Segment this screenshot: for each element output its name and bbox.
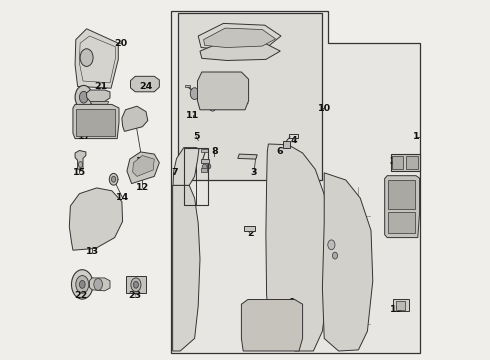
Ellipse shape (76, 276, 89, 293)
Polygon shape (198, 23, 281, 50)
Text: 21: 21 (95, 82, 108, 91)
Bar (388, 180, 416, 209)
Text: 4: 4 (290, 136, 297, 145)
Polygon shape (178, 13, 322, 180)
Ellipse shape (72, 270, 93, 299)
Polygon shape (75, 150, 86, 169)
Ellipse shape (75, 85, 92, 109)
Ellipse shape (209, 101, 216, 111)
Text: 13: 13 (85, 248, 98, 256)
Text: 23: 23 (129, 291, 142, 300)
Polygon shape (242, 300, 303, 351)
Bar (201, 168, 207, 172)
Polygon shape (87, 90, 110, 102)
Polygon shape (204, 28, 275, 48)
Polygon shape (173, 148, 199, 185)
Polygon shape (130, 76, 159, 92)
Ellipse shape (133, 281, 139, 288)
Text: 8: 8 (211, 147, 218, 156)
Ellipse shape (94, 279, 102, 290)
Polygon shape (90, 102, 109, 106)
Ellipse shape (79, 280, 85, 288)
Bar (391, 154, 419, 171)
Bar (201, 159, 209, 163)
Bar (392, 156, 403, 169)
Polygon shape (172, 185, 200, 351)
Text: 25: 25 (390, 157, 403, 166)
Polygon shape (238, 154, 257, 159)
Polygon shape (73, 104, 119, 139)
Ellipse shape (333, 252, 338, 259)
Bar (185, 85, 190, 87)
Ellipse shape (190, 88, 199, 99)
Text: 1: 1 (413, 132, 419, 141)
Ellipse shape (111, 176, 116, 182)
Ellipse shape (328, 240, 335, 250)
Polygon shape (133, 156, 154, 176)
Polygon shape (90, 278, 110, 291)
Text: 24: 24 (139, 82, 152, 91)
Bar (406, 156, 418, 169)
Bar (388, 212, 416, 233)
Polygon shape (385, 176, 419, 238)
Bar (283, 141, 290, 148)
Text: 10: 10 (318, 104, 331, 112)
Polygon shape (69, 188, 122, 250)
Bar (289, 134, 298, 138)
Text: 18: 18 (393, 219, 407, 228)
Text: 6: 6 (276, 147, 283, 156)
Bar (392, 299, 409, 311)
Text: 14: 14 (116, 194, 129, 202)
Polygon shape (122, 106, 148, 131)
Bar (76, 109, 116, 136)
Bar (245, 226, 255, 231)
Bar (201, 149, 208, 152)
Text: 3: 3 (251, 168, 257, 177)
Text: 7: 7 (172, 168, 178, 177)
Text: 20: 20 (114, 39, 127, 48)
Text: 22: 22 (74, 291, 88, 300)
Polygon shape (75, 29, 118, 88)
Polygon shape (171, 11, 419, 353)
Ellipse shape (109, 174, 118, 185)
Text: 2: 2 (247, 230, 254, 239)
Ellipse shape (202, 164, 207, 171)
Ellipse shape (78, 162, 83, 167)
Polygon shape (197, 72, 248, 110)
Polygon shape (266, 144, 328, 351)
Ellipse shape (131, 278, 141, 292)
Polygon shape (200, 41, 280, 60)
Ellipse shape (199, 97, 205, 105)
Polygon shape (127, 152, 159, 184)
Text: 17: 17 (78, 132, 92, 141)
Text: 15: 15 (73, 168, 86, 177)
Ellipse shape (80, 49, 93, 66)
Text: 16: 16 (136, 157, 149, 166)
Polygon shape (322, 173, 373, 351)
Text: 9: 9 (289, 298, 295, 307)
Bar (126, 276, 146, 293)
Text: 12: 12 (136, 183, 149, 192)
Ellipse shape (207, 164, 211, 169)
Bar (184, 148, 208, 205)
Text: 19: 19 (390, 305, 403, 314)
Ellipse shape (79, 91, 88, 103)
Text: 5: 5 (193, 132, 199, 141)
Ellipse shape (214, 98, 219, 105)
Text: 11: 11 (186, 111, 199, 120)
Bar (396, 301, 405, 310)
